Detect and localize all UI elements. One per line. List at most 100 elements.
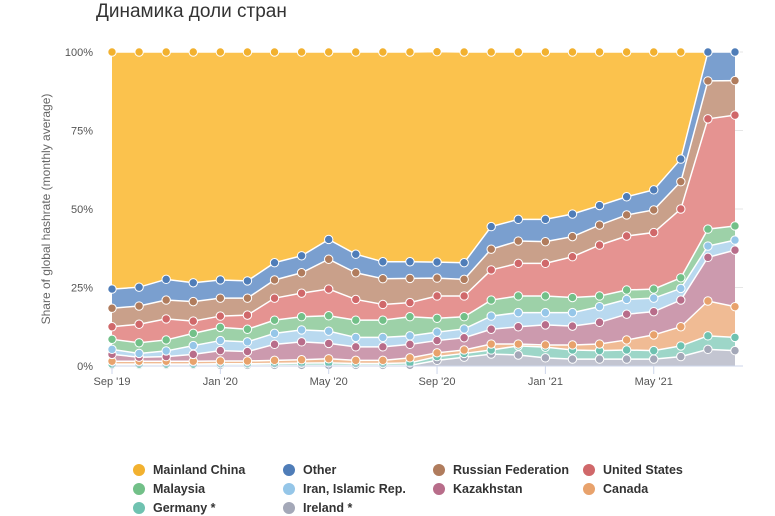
data-point[interactable] bbox=[189, 329, 197, 337]
data-point[interactable] bbox=[541, 321, 549, 329]
data-point[interactable] bbox=[189, 350, 197, 358]
data-point[interactable] bbox=[162, 48, 170, 56]
data-point[interactable] bbox=[622, 295, 630, 303]
data-point[interactable] bbox=[216, 357, 224, 365]
data-point[interactable] bbox=[650, 294, 658, 302]
data-point[interactable] bbox=[677, 48, 685, 56]
data-point[interactable] bbox=[270, 276, 278, 284]
data-point[interactable] bbox=[324, 255, 332, 263]
data-point[interactable] bbox=[135, 320, 143, 328]
data-point[interactable] bbox=[243, 48, 251, 56]
data-point[interactable] bbox=[731, 76, 739, 84]
data-point[interactable] bbox=[514, 215, 522, 223]
data-point[interactable] bbox=[622, 211, 630, 219]
data-point[interactable] bbox=[677, 352, 685, 360]
data-point[interactable] bbox=[704, 253, 712, 261]
data-point[interactable] bbox=[433, 328, 441, 336]
data-point[interactable] bbox=[189, 279, 197, 287]
data-point[interactable] bbox=[108, 345, 116, 353]
data-point[interactable] bbox=[216, 323, 224, 331]
data-point[interactable] bbox=[622, 232, 630, 240]
data-point[interactable] bbox=[622, 310, 630, 318]
data-point[interactable] bbox=[243, 338, 251, 346]
data-point[interactable] bbox=[650, 331, 658, 339]
data-point[interactable] bbox=[162, 347, 170, 355]
data-point[interactable] bbox=[460, 275, 468, 283]
data-point[interactable] bbox=[352, 343, 360, 351]
data-point[interactable] bbox=[270, 294, 278, 302]
data-point[interactable] bbox=[216, 312, 224, 320]
data-point[interactable] bbox=[487, 325, 495, 333]
data-point[interactable] bbox=[189, 341, 197, 349]
data-point[interactable] bbox=[731, 333, 739, 341]
data-point[interactable] bbox=[297, 48, 305, 56]
data-point[interactable] bbox=[379, 258, 387, 266]
data-point[interactable] bbox=[541, 48, 549, 56]
data-point[interactable] bbox=[379, 275, 387, 283]
data-point[interactable] bbox=[568, 210, 576, 218]
data-point[interactable] bbox=[433, 349, 441, 357]
data-point[interactable] bbox=[514, 237, 522, 245]
data-point[interactable] bbox=[541, 237, 549, 245]
data-point[interactable] bbox=[514, 351, 522, 359]
data-point[interactable] bbox=[487, 296, 495, 304]
data-point[interactable] bbox=[704, 77, 712, 85]
data-point[interactable] bbox=[541, 259, 549, 267]
legend-item[interactable]: United States bbox=[583, 462, 733, 478]
data-point[interactable] bbox=[731, 111, 739, 119]
data-point[interactable] bbox=[216, 48, 224, 56]
data-point[interactable] bbox=[379, 300, 387, 308]
data-point[interactable] bbox=[460, 313, 468, 321]
data-point[interactable] bbox=[731, 246, 739, 254]
data-point[interactable] bbox=[108, 304, 116, 312]
data-point[interactable] bbox=[243, 325, 251, 333]
data-point[interactable] bbox=[108, 335, 116, 343]
data-point[interactable] bbox=[731, 236, 739, 244]
data-point[interactable] bbox=[297, 313, 305, 321]
data-point[interactable] bbox=[622, 286, 630, 294]
legend-item[interactable]: Germany * bbox=[133, 500, 283, 516]
data-point[interactable] bbox=[162, 296, 170, 304]
data-point[interactable] bbox=[352, 316, 360, 324]
data-point[interactable] bbox=[650, 228, 658, 236]
data-point[interactable] bbox=[568, 293, 576, 301]
data-point[interactable] bbox=[297, 326, 305, 334]
data-point[interactable] bbox=[352, 356, 360, 364]
data-point[interactable] bbox=[270, 356, 278, 364]
data-point[interactable] bbox=[297, 252, 305, 260]
data-point[interactable] bbox=[677, 205, 685, 213]
data-point[interactable] bbox=[704, 297, 712, 305]
data-point[interactable] bbox=[514, 292, 522, 300]
data-point[interactable] bbox=[595, 302, 603, 310]
data-point[interactable] bbox=[622, 346, 630, 354]
data-point[interactable] bbox=[568, 355, 576, 363]
data-point[interactable] bbox=[379, 316, 387, 324]
data-point[interactable] bbox=[650, 346, 658, 354]
data-point[interactable] bbox=[677, 274, 685, 282]
data-point[interactable] bbox=[324, 235, 332, 243]
legend-item[interactable]: Iran, Islamic Rep. bbox=[283, 481, 433, 497]
data-point[interactable] bbox=[487, 312, 495, 320]
data-point[interactable] bbox=[595, 221, 603, 229]
data-point[interactable] bbox=[135, 302, 143, 310]
data-point[interactable] bbox=[135, 48, 143, 56]
data-point[interactable] bbox=[433, 314, 441, 322]
data-point[interactable] bbox=[433, 292, 441, 300]
data-point[interactable] bbox=[650, 186, 658, 194]
data-point[interactable] bbox=[541, 215, 549, 223]
data-point[interactable] bbox=[568, 341, 576, 349]
data-point[interactable] bbox=[352, 295, 360, 303]
data-point[interactable] bbox=[108, 323, 116, 331]
data-point[interactable] bbox=[406, 258, 414, 266]
legend-item[interactable]: Mainland China bbox=[133, 462, 283, 478]
data-point[interactable] bbox=[270, 316, 278, 324]
data-point[interactable] bbox=[108, 285, 116, 293]
data-point[interactable] bbox=[650, 285, 658, 293]
data-point[interactable] bbox=[514, 259, 522, 267]
data-point[interactable] bbox=[568, 322, 576, 330]
data-point[interactable] bbox=[677, 177, 685, 185]
data-point[interactable] bbox=[650, 355, 658, 363]
data-point[interactable] bbox=[324, 48, 332, 56]
data-point[interactable] bbox=[514, 323, 522, 331]
data-point[interactable] bbox=[677, 155, 685, 163]
